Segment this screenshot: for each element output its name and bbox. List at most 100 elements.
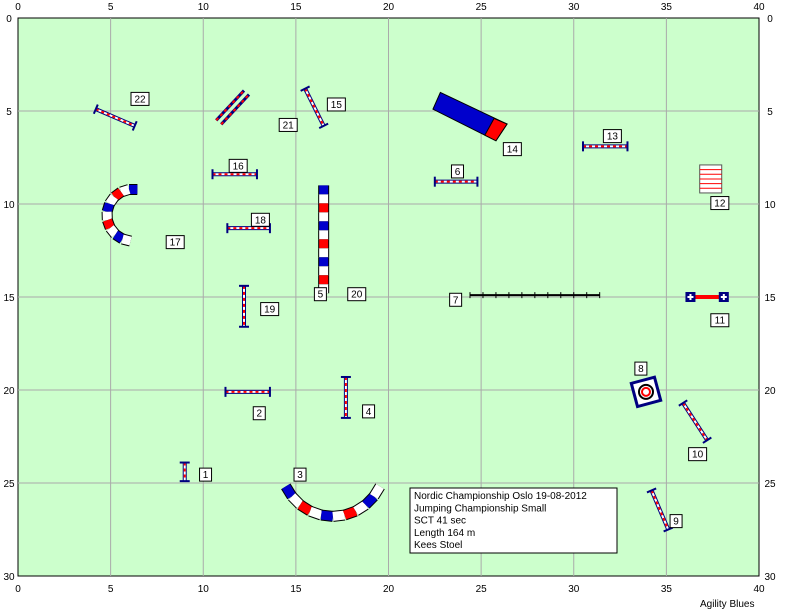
- obstacle-number-7: 7: [449, 292, 463, 307]
- double-21: [215, 89, 251, 126]
- obstacle-number-9: 9: [669, 514, 683, 529]
- tunnel-17: [101, 183, 138, 247]
- jump-16: [211, 169, 258, 180]
- obstacle-number-text: 15: [331, 100, 343, 111]
- tick-label-y-left: 10: [3, 200, 15, 211]
- tick-label-x-top: 10: [198, 2, 210, 13]
- table-8: [629, 375, 663, 409]
- tick-label-x-bottom: 10: [198, 584, 210, 595]
- obstacle-number-6: 6: [450, 164, 464, 179]
- obstacle-number-17: 17: [165, 235, 185, 250]
- obstacle-number-text: 6: [455, 167, 461, 178]
- obstacle-number-text: 13: [607, 132, 619, 143]
- tick-label-x-bottom: 40: [753, 584, 765, 595]
- tick-label-y-left: 20: [3, 386, 15, 397]
- obstacle-number-text: 22: [134, 94, 146, 105]
- obstacle-number-1: 1: [199, 467, 213, 482]
- obstacle-number-19: 19: [260, 302, 280, 317]
- obstacle-number-text: 11: [715, 316, 726, 327]
- tick-label-x-top: 0: [15, 2, 21, 13]
- info-line: Nordic Championship Oslo 19-08-2012: [414, 491, 587, 502]
- info-line: Kees Stoel: [414, 540, 462, 551]
- jump-9: [646, 487, 674, 533]
- info-line: Jumping Championship Small: [414, 503, 546, 514]
- obstacle-number-text: 10: [692, 450, 704, 461]
- obstacle-number-text: 4: [366, 407, 372, 418]
- obstacle-number-5: 5: [313, 287, 327, 302]
- obstacle-number-16: 16: [228, 158, 248, 173]
- wall-12: [699, 164, 723, 194]
- obstacle-number-8: 8: [634, 361, 648, 376]
- info-box-frame: [409, 487, 618, 554]
- obstacle-number-22: 22: [130, 91, 150, 106]
- obstacles: [92, 85, 729, 533]
- obstacle-number-text: 21: [283, 120, 295, 131]
- info-box: Nordic Championship Oslo 19-08-2012Jumpi…: [409, 487, 618, 554]
- tick-label-y-right: 0: [767, 14, 773, 25]
- obstacle-number-3: 3: [293, 467, 307, 482]
- tick-label-x-bottom: 5: [108, 584, 114, 595]
- tick-label-x-bottom: 15: [290, 584, 302, 595]
- tick-label-x-bottom: 20: [383, 584, 395, 595]
- tick-label-y-right: 10: [764, 200, 776, 211]
- jump-4: [340, 375, 351, 419]
- obstacle-number-text: 2: [256, 409, 262, 420]
- grid-lines: [18, 18, 759, 576]
- obstacle-number-text: 18: [255, 215, 267, 226]
- obstacle-number-text: 16: [233, 161, 245, 172]
- obstacle-number-4: 4: [362, 404, 376, 419]
- dogwalk-7: [469, 292, 601, 299]
- jump-2: [224, 386, 271, 397]
- obstacle-number-text: 20: [351, 290, 363, 301]
- tick-label-x-bottom: 25: [476, 584, 488, 595]
- jump-19: [239, 284, 250, 328]
- tick-label-x-top: 30: [568, 2, 580, 13]
- jump-13: [582, 141, 629, 152]
- obstacle-number-text: 9: [673, 517, 679, 528]
- info-line: Length 164 m: [414, 528, 475, 539]
- obstacle-number-10: 10: [688, 447, 708, 462]
- jump-18: [226, 223, 271, 234]
- tick-label-y-right: 30: [764, 572, 776, 583]
- obstacle-number-14: 14: [502, 142, 522, 157]
- tick-label-x-top: 25: [476, 2, 488, 13]
- tick-label-x-top: 15: [290, 2, 302, 13]
- obstacle-number-text: 7: [453, 295, 459, 306]
- obstacle-number-15: 15: [326, 97, 346, 112]
- tick-label-y-right: 5: [767, 107, 773, 118]
- tick-label-y-left: 15: [3, 293, 15, 304]
- credit-label: Agility Blues: [700, 599, 754, 610]
- tire-11: [685, 292, 729, 302]
- tick-label-x-top: 20: [383, 2, 395, 13]
- obstacle-number-text: 12: [714, 199, 726, 210]
- obstacle-number-text: 1: [203, 470, 209, 481]
- tick-label-y-left: 0: [6, 14, 12, 25]
- tick-label-x-bottom: 0: [15, 584, 21, 595]
- tick-label-y-right: 25: [764, 479, 776, 490]
- tick-label-x-bottom: 30: [568, 584, 580, 595]
- obstacle-number-text: 19: [264, 305, 276, 316]
- tick-label-y-left: 25: [3, 479, 15, 490]
- obstacle-number-21: 21: [278, 117, 298, 132]
- obstacle-number-13: 13: [602, 129, 622, 144]
- jump-22: [92, 104, 138, 131]
- tick-label-x-top: 5: [108, 2, 114, 13]
- tick-label-x-top: 40: [753, 2, 765, 13]
- obstacle-number-text: 8: [638, 364, 644, 375]
- obstacle-number-text: 3: [297, 470, 303, 481]
- tick-label-y-right: 20: [764, 386, 776, 397]
- obstacle-number-text: 5: [318, 290, 324, 301]
- tick-label-y-left: 30: [3, 572, 15, 583]
- tick-label-x-bottom: 35: [661, 584, 673, 595]
- obstacle-number-20: 20: [347, 287, 367, 302]
- tunnel-3: [281, 483, 385, 522]
- obstacle-number-2: 2: [252, 406, 266, 421]
- tick-label-x-top: 35: [661, 2, 673, 13]
- jump-1: [179, 461, 190, 483]
- aframe-14: [432, 91, 508, 142]
- obstacle-number-18: 18: [250, 212, 270, 227]
- jump-15: [300, 85, 329, 130]
